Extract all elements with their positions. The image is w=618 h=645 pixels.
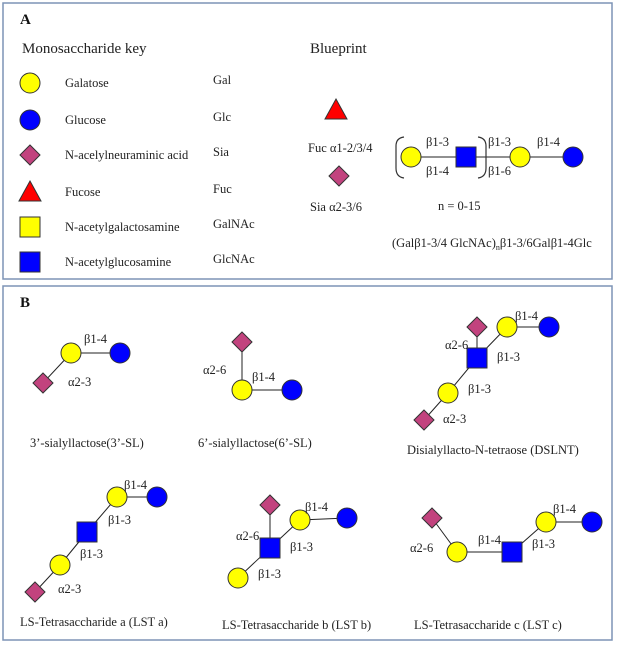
galactose-circle-icon	[60, 342, 82, 364]
galactose-circle-icon	[535, 511, 557, 533]
linkage-label: β1-4	[84, 332, 108, 346]
blueprint-title: Blueprint	[310, 41, 367, 57]
linkage-label: β1-4	[305, 500, 329, 514]
key-abbr: GalNAc	[213, 217, 255, 231]
linkage-label: β1-3	[258, 567, 281, 581]
panel-b-label: B	[20, 295, 30, 311]
key-name: N-acetylgalactosamine	[65, 220, 180, 234]
linkage-label: α2-3	[68, 375, 91, 389]
linkage-label: β1-3	[532, 537, 555, 551]
key-abbr: Fuc	[213, 182, 232, 196]
glucose-circle-icon	[281, 379, 303, 401]
linkage-label: α2-3	[58, 582, 81, 596]
sialic-acid-diamond-icon	[32, 372, 54, 394]
key-galnac-square-icon	[19, 216, 41, 238]
sialic-acid-diamond-icon	[421, 507, 443, 529]
glucose-circle-icon	[109, 342, 131, 364]
repeat-count: n = 0-15	[438, 199, 480, 213]
galactose-circle-icon	[446, 541, 468, 563]
linkage-label: β1-3	[80, 547, 103, 561]
key-fuc-triangle-icon	[18, 179, 42, 202]
galactose-circle-icon	[400, 146, 422, 168]
linkage-label: β1-4	[478, 533, 502, 547]
repeat-bracket-left	[395, 136, 405, 179]
panel-a-label: A	[20, 12, 31, 28]
linkage-label: β1-4	[252, 370, 276, 384]
structure-name: 6’-sialyllactose(6’-SL)	[198, 436, 312, 450]
galactose-circle-icon	[509, 146, 531, 168]
linkage-label: α2-3	[443, 412, 466, 426]
key-glcnac-square-icon	[19, 251, 41, 273]
glucose-circle-icon	[581, 511, 603, 533]
linkage-label: α2-6	[203, 363, 226, 377]
blueprint-formula: (Galβ1-3/4 GlcNAc)nβ1-3/6Galβ1-4Glc	[392, 236, 592, 252]
glcnac-square-icon	[501, 541, 523, 563]
key-title: Monosaccharide key	[22, 41, 147, 57]
glcnac-square-icon	[466, 347, 488, 369]
key-name: N-acetylglucosamine	[65, 255, 172, 269]
panel-a-box	[2, 2, 613, 280]
sialic-acid-diamond-icon	[24, 581, 46, 603]
linkage-label: β1-4	[553, 502, 577, 516]
panel-b-box	[2, 285, 613, 641]
fucose-triangle-icon	[324, 97, 348, 120]
linkage-label: β1-3	[468, 382, 491, 396]
linkage-label: β1-4	[537, 135, 561, 149]
linkage-label: α2-6	[445, 338, 468, 352]
linkage-label: β1-6	[488, 164, 511, 178]
linkage-label: β1-3	[497, 350, 520, 364]
sialic-acid-diamond-icon	[466, 316, 488, 338]
linkage-label: β1-4	[426, 164, 450, 178]
glucose-circle-icon	[336, 507, 358, 529]
sialic-acid-diamond-icon	[259, 494, 281, 516]
key-name: Glucose	[65, 113, 106, 127]
glcnac-square-icon	[455, 146, 477, 168]
galactose-circle-icon	[227, 567, 249, 589]
structure-name: LS-Tetrasaccharide a (LST a)	[20, 615, 168, 629]
galactose-circle-icon	[289, 509, 311, 531]
key-abbr: GlcNAc	[213, 252, 255, 266]
glcnac-square-icon	[259, 537, 281, 559]
linkage-label: β1-3	[488, 135, 511, 149]
linkage-label: β1-3	[290, 540, 313, 554]
sialic-acid-diamond-icon	[231, 331, 253, 353]
key-glc-circle-icon	[19, 109, 41, 131]
structure-name: Disialyllacto-N-tetraose (DSLNT)	[407, 443, 579, 457]
glucose-circle-icon	[538, 316, 560, 338]
glucose-circle-icon	[146, 486, 168, 508]
key-name: N-acelylneuraminic acid	[65, 148, 189, 162]
galactose-circle-icon	[49, 554, 71, 576]
linkage-label: β1-4	[515, 309, 539, 323]
key-abbr: Sia	[213, 145, 229, 159]
glcnac-square-icon	[76, 521, 98, 543]
structure-name: LS-Tetrasaccharide b (LST b)	[222, 618, 371, 632]
galactose-circle-icon	[437, 382, 459, 404]
linkage-label: α2-6	[236, 529, 259, 543]
key-name: Galatose	[65, 76, 109, 90]
repeat-bracket-right	[477, 136, 487, 179]
key-sia-diamond-icon	[19, 144, 41, 166]
glucose-circle-icon	[562, 146, 584, 168]
fuc-linkage-label: Fuc α1-2/3/4	[308, 141, 373, 155]
structure-name: LS-Tetrasaccharide c (LST c)	[414, 618, 562, 632]
galactose-circle-icon	[231, 379, 253, 401]
galactose-circle-icon	[496, 316, 518, 338]
sia-linkage-label: Sia α2-3/6	[310, 200, 362, 214]
key-name: Fucose	[65, 185, 101, 199]
sialic-acid-diamond-icon	[328, 165, 350, 187]
linkage-label: β1-3	[108, 513, 131, 527]
structure-name: 3’-sialyllactose(3’-SL)	[30, 436, 144, 450]
linkage-label: β1-3	[426, 135, 449, 149]
linkage-label: β1-4	[124, 478, 148, 492]
galactose-circle-icon	[106, 486, 128, 508]
sialic-acid-diamond-icon	[413, 409, 435, 431]
linkage-label: α2-6	[410, 541, 433, 555]
key-abbr: Gal	[213, 73, 232, 87]
key-gal-circle-icon	[19, 72, 41, 94]
key-abbr: Glc	[213, 110, 232, 124]
